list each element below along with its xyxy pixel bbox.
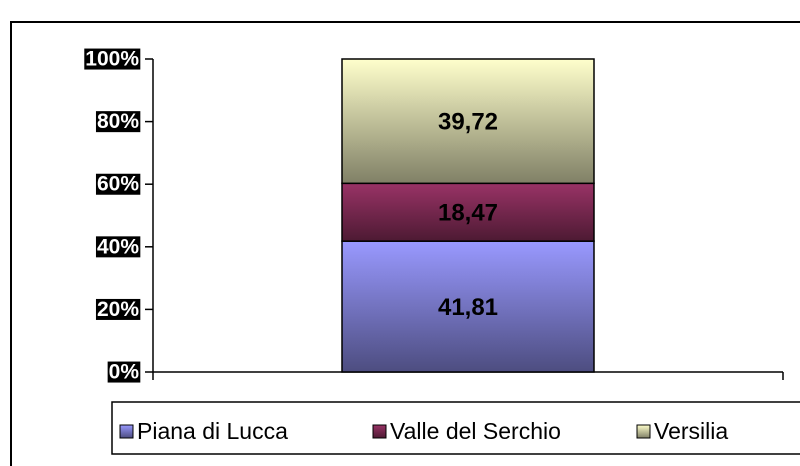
- y-tick-label: 20%: [97, 298, 139, 321]
- y-tick-label: 80%: [97, 110, 139, 133]
- bar-segment: [341, 58, 595, 185]
- bar-segment: [341, 182, 595, 242]
- legend-label: Versilia: [654, 418, 728, 444]
- y-tick-label-bg: [84, 48, 141, 70]
- legend-swatch: [636, 424, 651, 439]
- y-tick-label: 0%: [109, 361, 140, 384]
- y-tick-label: 40%: [97, 235, 139, 258]
- y-tick-label: 60%: [97, 173, 139, 196]
- y-tick-label-bg: [107, 361, 141, 383]
- legend-swatch: [119, 424, 134, 439]
- y-tick-label-bg: [95, 173, 141, 195]
- legend-box: [111, 401, 800, 455]
- legend-label: Valle del Serchio: [390, 418, 561, 444]
- legend-label: Piana di Lucca: [137, 418, 288, 444]
- data-label: 18,47: [438, 200, 498, 227]
- y-tick-label: 100%: [85, 48, 139, 71]
- bar-segment: [341, 240, 595, 373]
- y-tick-label-bg: [95, 298, 141, 320]
- y-tick-label-bg: [95, 236, 141, 258]
- y-tick-label-bg: [95, 111, 141, 133]
- legend-swatch: [372, 424, 387, 439]
- data-label: 39,72: [438, 109, 498, 136]
- data-label: 41,81: [438, 294, 498, 321]
